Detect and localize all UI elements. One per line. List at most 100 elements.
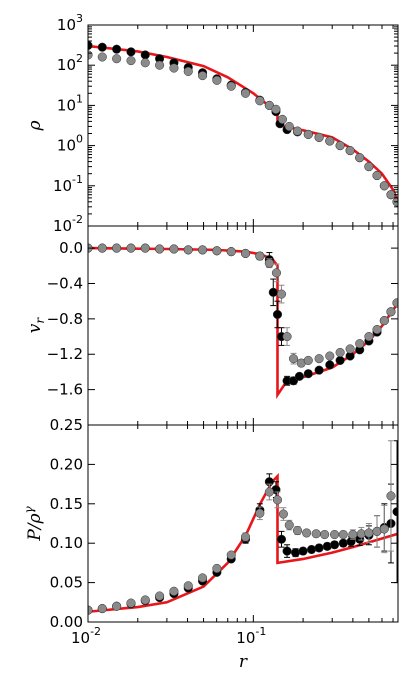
entropy-black-point: [338, 538, 348, 548]
velocity-y-tick-label: −0.4: [47, 274, 83, 292]
entropy-gray-point: [272, 495, 283, 505]
entropy-gray-point: [386, 491, 396, 501]
entropy-black-point: [330, 540, 340, 550]
velocity-black-point: [268, 287, 278, 297]
velocity-gray-point: [126, 243, 136, 253]
density-gray-series: [88, 50, 398, 207]
velocity-gray-point: [155, 244, 165, 254]
entropy-gray-point: [112, 601, 122, 611]
entropy-y-tick-label: 0.05: [50, 574, 83, 592]
velocity-gray-point: [314, 354, 324, 364]
entropy-gray-point: [255, 508, 265, 518]
density-gray-point: [314, 132, 324, 142]
density-gray-point: [292, 126, 303, 136]
density-gray-point: [277, 114, 287, 124]
density-gray-point: [126, 56, 136, 66]
entropy-gray-point: [338, 529, 348, 540]
entropy-gray-point: [311, 529, 321, 539]
velocity-gray-point: [386, 307, 396, 317]
entropy-gray-series: [88, 440, 396, 615]
velocity-gray-point: [364, 332, 374, 342]
velocity-black-point: [325, 360, 335, 370]
density-gray-point: [255, 96, 265, 106]
velocity-gray-point: [392, 298, 398, 308]
velocity-gray-point: [271, 268, 282, 278]
velocity-black-point: [272, 309, 283, 319]
density-y-tick-label: 102: [57, 52, 83, 74]
entropy-gray-point: [278, 509, 288, 519]
velocity-gray-point: [345, 344, 355, 354]
density-gray-point: [379, 181, 389, 191]
velocity-gray-point: [197, 245, 208, 255]
entropy-y-axis-label: P/ργ: [22, 506, 45, 542]
velocity-gray-point: [183, 245, 193, 255]
density-gray-point: [284, 121, 294, 131]
entropy-gray-point: [364, 528, 374, 538]
entropy-x-tick-label: 10-1: [236, 625, 266, 647]
velocity-gray-point: [379, 316, 389, 326]
entropy-gray-point: [284, 520, 294, 530]
density-gray-point: [212, 75, 222, 85]
entropy-plot-area: [88, 440, 398, 615]
entropy-y-tick-label: 0.15: [50, 495, 83, 513]
velocity-y-tick-label: −1.6: [47, 381, 83, 399]
entropy-x-axis-label: r: [239, 652, 248, 672]
velocity-gray-point: [140, 243, 150, 253]
entropy-gray-point: [356, 529, 366, 539]
entropy-frame: [87, 424, 399, 623]
density-plot-area: [88, 40, 398, 207]
density-y-tick-label: 101: [57, 92, 83, 114]
density-y-tick-label: 100: [57, 133, 83, 155]
entropy-black-point: [276, 534, 287, 544]
entropy-gray-point: [97, 604, 107, 614]
density-frame: [87, 24, 399, 227]
density-gray-point: [183, 66, 193, 76]
entropy-gray-point: [240, 532, 251, 542]
density-gray-point: [140, 58, 150, 68]
entropy-gray-point: [197, 573, 208, 583]
density-gray-point: [97, 52, 107, 62]
entropy-black-series: [88, 440, 398, 615]
entropy-gray-point: [292, 526, 303, 536]
velocity-black-point: [314, 365, 324, 375]
velocity-gray-point: [97, 243, 107, 253]
density-black-point: [97, 42, 107, 52]
entropy-gray-point: [126, 598, 136, 608]
entropy-gray-point: [379, 524, 389, 534]
velocity-y-tick-label: 0.0: [59, 239, 83, 257]
density-gray-point: [155, 60, 165, 70]
density-gray-point: [169, 63, 179, 73]
density-y-tick-label: 10-1: [53, 173, 83, 195]
entropy-gray-point: [140, 595, 150, 605]
density-y-axis-label: ρ: [25, 121, 45, 132]
velocity-gray-point: [276, 289, 287, 299]
velocity-gray-point: [255, 251, 265, 261]
velocity-y-tick-label: −0.8: [47, 310, 83, 328]
entropy-gray-point: [212, 563, 222, 573]
velocity-gray-point: [335, 347, 345, 358]
velocity-y-tick-label: −1.2: [47, 345, 83, 363]
velocity-black-point: [303, 369, 313, 379]
density-y-tick-label: 10-2: [53, 213, 83, 235]
entropy-gray-point: [155, 591, 165, 601]
entropy-gray-point: [88, 605, 93, 615]
density-gray-point: [345, 146, 355, 156]
entropy-y-tick-label: 0.10: [50, 534, 83, 552]
entropy-black-point: [290, 548, 301, 558]
density-black-series: [88, 40, 398, 207]
density-gray-point: [240, 88, 251, 98]
entropy-gray-point: [183, 581, 193, 591]
entropy-gray-point: [330, 529, 340, 540]
entropy-black-point: [298, 546, 308, 556]
density-analytic-line: [88, 44, 398, 203]
density-gray-point: [197, 71, 208, 81]
entropy-y-tick-label: 0.20: [50, 455, 83, 473]
velocity-gray-point: [169, 244, 179, 254]
density-gray-point: [303, 129, 313, 139]
entropy-y-tick-label: 0.00: [50, 613, 83, 631]
velocity-gray-series: [88, 243, 398, 368]
velocity-gray-point: [325, 351, 335, 361]
velocity-analytic-line: [88, 246, 398, 400]
entropy-gray-point: [302, 528, 312, 538]
